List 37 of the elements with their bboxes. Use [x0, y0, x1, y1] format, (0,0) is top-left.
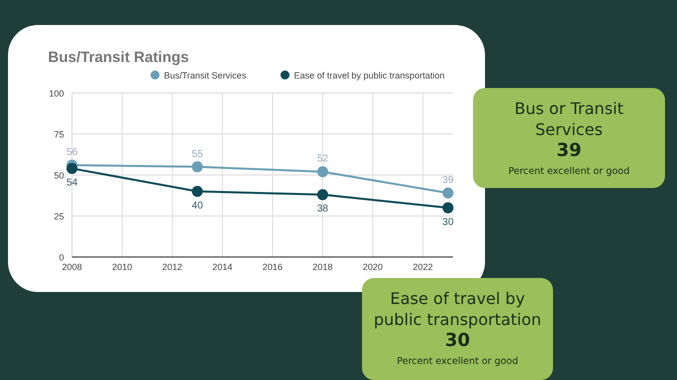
- point: [317, 189, 328, 200]
- chart-title: Bus/Transit Ratings: [48, 49, 189, 66]
- data-label: 55: [192, 148, 204, 160]
- text: Bus or Transit Services: [514, 99, 624, 139]
- x-tick-label: 2012: [162, 262, 182, 272]
- point: [192, 186, 203, 197]
- text: 30: [444, 330, 470, 351]
- point: [442, 202, 454, 214]
- legend-label: Bus/Transit Services: [164, 70, 247, 80]
- point: [66, 162, 78, 174]
- data-label: 39: [442, 175, 454, 186]
- x-tick-label: 2020: [362, 262, 383, 272]
- data-label: 30: [442, 216, 454, 228]
- y-tick-label: 50: [54, 170, 64, 180]
- data-label: 40: [192, 200, 204, 212]
- text: Percent excellent or good: [396, 356, 518, 367]
- data-label: 38: [317, 204, 329, 215]
- text: 39: [556, 140, 582, 161]
- y-tick-label: 0: [58, 252, 64, 262]
- x-tick-label: 2014: [212, 262, 232, 272]
- point: [442, 188, 454, 199]
- y-tick-label: 25: [54, 212, 64, 222]
- x-tick-label: 2016: [262, 262, 283, 272]
- y-tick-label: 100: [48, 88, 64, 98]
- y-tick-label: 75: [54, 130, 64, 140]
- point: [192, 161, 203, 172]
- data-label: 56: [66, 147, 78, 158]
- legend-label: Ease of travel by public transportation: [294, 70, 445, 80]
- x-tick-label: 2008: [62, 262, 82, 272]
- x-tick-label: 2018: [312, 262, 333, 272]
- data-label: 54: [66, 177, 78, 188]
- x-tick-label: 2022: [412, 262, 433, 272]
- point: [317, 166, 328, 178]
- x-tick-label: 2010: [112, 262, 132, 272]
- text: Percent excellent or good: [508, 166, 630, 177]
- data-label: 52: [317, 154, 329, 165]
- text: Ease of travel by public transportation: [374, 289, 542, 329]
